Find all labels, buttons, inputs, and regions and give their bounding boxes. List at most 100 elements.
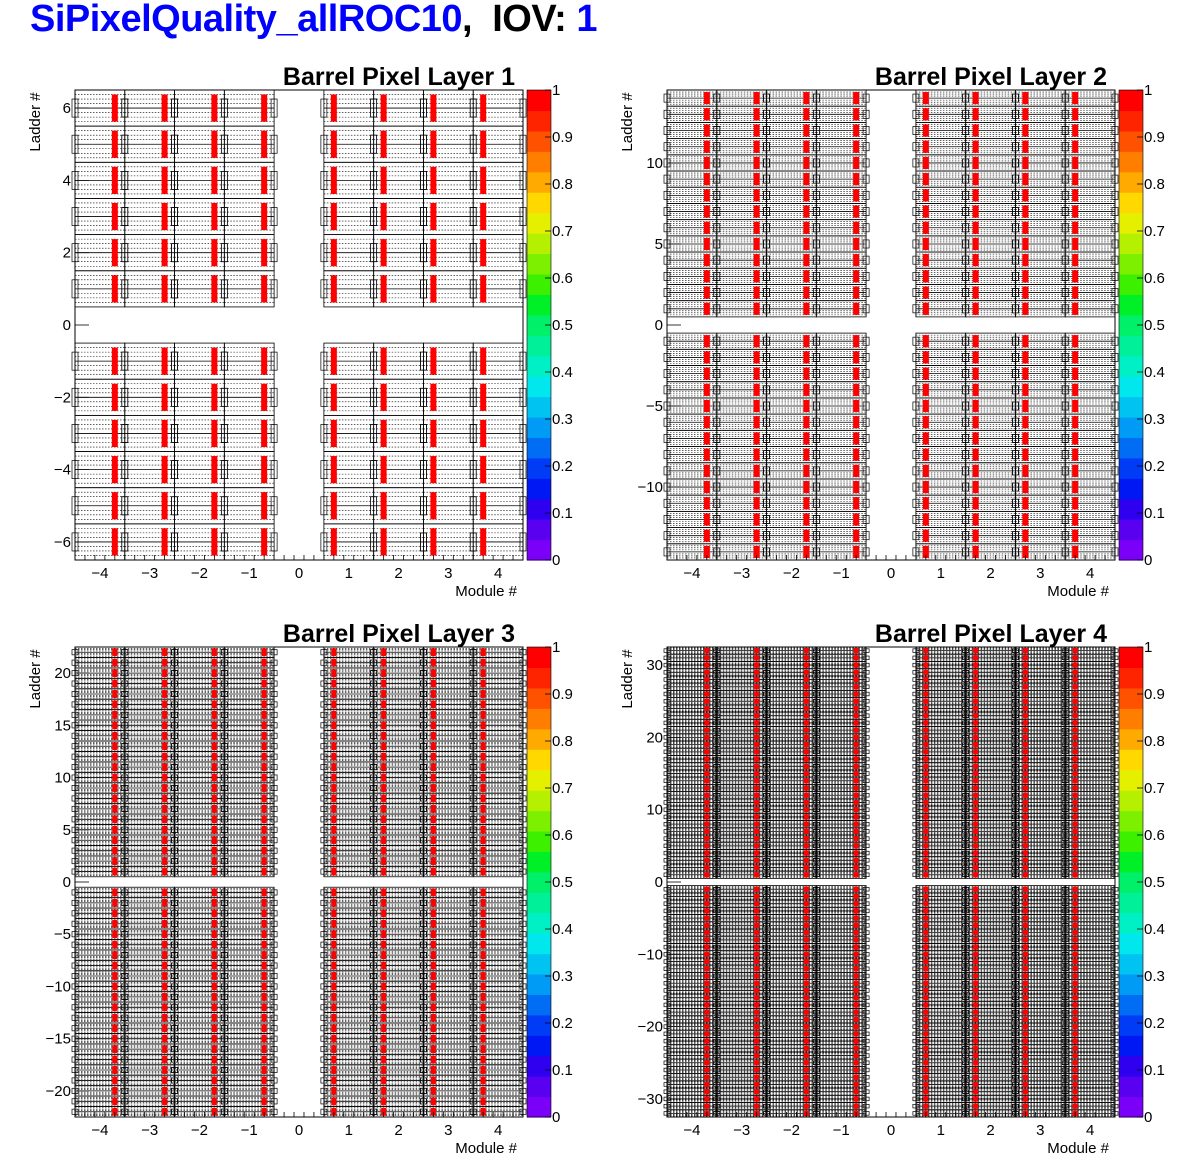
module-block [171,414,228,452]
dead-roc-cell [111,456,118,484]
half-module-marker [420,496,427,516]
dead-roc-cell [211,239,218,267]
module-block [812,413,870,431]
module-block [763,332,820,350]
color-bar-segment [527,314,551,336]
module-block [713,89,770,107]
half-module-marker [962,174,970,184]
dead-roc-cell [480,456,487,484]
dead-roc-cell [112,919,118,928]
half-module-marker [962,271,970,281]
half-module-marker [420,460,427,480]
half-module-marker [912,466,920,476]
module-block [1012,154,1069,172]
half-module-marker [121,243,129,263]
module-block [121,451,178,489]
x-axis-label: Module # [455,583,517,600]
dead-roc-cell [703,221,710,234]
dead-roc-cell [112,951,118,960]
color-bar-segment [527,253,551,275]
dead-roc-cell [112,898,118,907]
module-block [962,138,1019,156]
module-block [320,523,378,561]
dead-roc-cell [703,237,710,251]
half-module-marker [763,531,770,541]
dead-roc-cell [803,529,810,542]
half-module-marker [962,434,970,443]
dead-roc-cell [753,367,760,380]
dead-roc-cell [703,497,710,510]
module-block [812,462,870,480]
module-block [812,527,870,545]
module-block [370,342,427,380]
module-block [962,235,1019,253]
module-block [962,267,1019,285]
dead-roc-cell [112,909,118,918]
half-module-marker [1061,450,1069,460]
dead-roc-cell [753,351,760,364]
dead-roc-cell [703,254,710,267]
half-module-marker [121,722,129,729]
module-block [71,855,129,867]
module-block [171,270,228,308]
dead-roc-cell [480,347,487,375]
dead-roc-cell [922,173,929,186]
half-module-marker [171,243,178,263]
half-module-marker [469,207,477,226]
module-block [320,487,378,525]
dead-roc-cell [972,108,979,121]
half-module-marker [962,255,970,265]
half-module-marker [1012,515,1019,524]
dead-roc-cell [330,456,337,484]
half-module-marker [862,417,870,427]
dead-roc-cell [330,419,337,448]
dead-roc-cell [1022,92,1029,105]
half-module-marker [962,531,970,541]
color-bar-segment [1119,151,1143,173]
module-block [962,203,1019,221]
color-bar-segment [1119,478,1143,500]
dead-roc-cell [1072,383,1079,396]
dead-roc-cell [753,383,760,396]
dead-roc-cell [112,982,118,991]
y-tick-label: 4 [63,172,71,189]
module-block [1012,446,1069,464]
module-block [121,970,178,982]
module-block [370,414,427,452]
half-module-marker [763,255,770,265]
module-block [962,105,1019,123]
module-block [469,270,527,308]
half-module-marker [862,498,870,508]
half-module-marker [763,434,770,443]
half-module-marker [121,973,129,979]
module-block [71,991,129,1003]
module-block [121,342,178,380]
dead-roc-cell [162,763,168,772]
module-block [763,527,820,545]
y-tick-label: 6 [63,100,71,117]
half-module-marker [370,243,378,263]
module-block [1061,138,1119,156]
module-block [420,451,477,489]
module-block [812,494,870,512]
half-module-marker [912,288,920,297]
half-module-marker [1061,353,1069,362]
dead-roc-cell [480,94,487,122]
half-module-marker [812,174,820,184]
dead-roc-cell [1072,173,1079,186]
dead-roc-cell [753,237,760,251]
dead-roc-cell [161,347,168,375]
module-block [1061,543,1119,561]
module-block [71,688,129,700]
half-module-marker [1061,271,1069,281]
dead-roc-cell [112,1013,118,1022]
half-module-marker [713,401,721,411]
half-module-marker [469,424,477,443]
half-module-marker [912,109,920,119]
dead-roc-cell [753,545,760,558]
module-block [912,170,970,188]
dead-roc-cell [211,94,218,122]
half-module-marker [171,170,178,190]
module-block [71,1001,129,1013]
dead-roc-cell [112,846,118,855]
